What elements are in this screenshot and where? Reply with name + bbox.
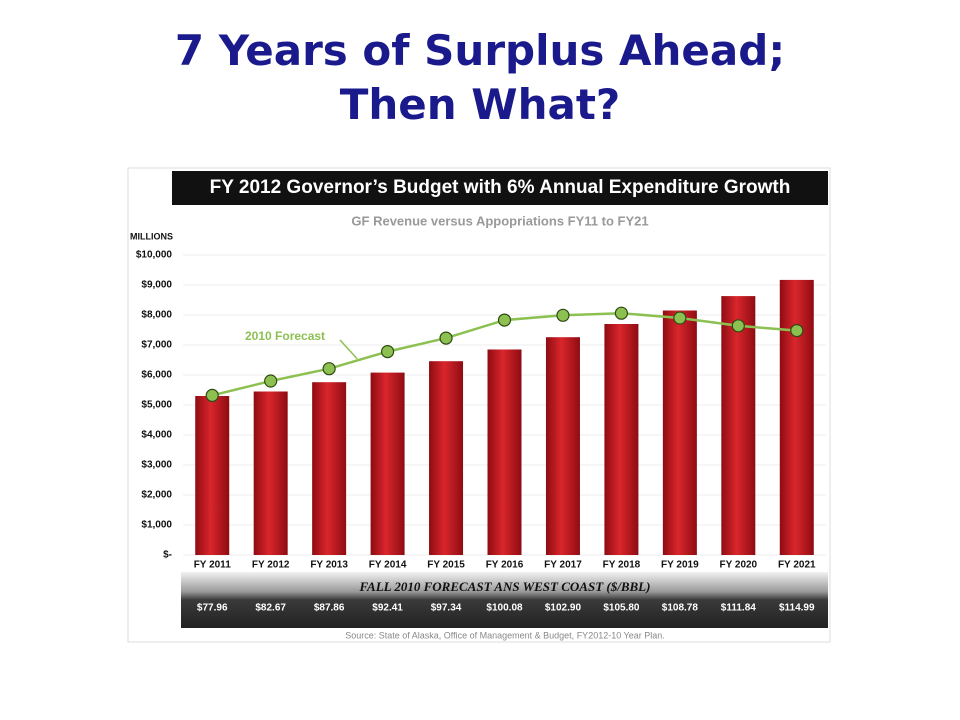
forecast-price: $82.67 [255,603,286,614]
x-tick-label: FY 2014 [369,560,407,571]
y-tick-label: $- [163,550,172,561]
forecast-price: $92.41 [372,603,403,614]
y-tick-label: $8,000 [141,310,172,321]
y-tick-label: $7,000 [141,340,172,351]
bar [312,382,347,555]
bar [429,361,464,555]
y-tick-label: $6,000 [141,370,172,381]
forecast-price: $102.90 [545,603,582,614]
y-tick-label: $2,000 [141,490,172,501]
bar [604,324,639,555]
y-tick-label: $5,000 [141,400,172,411]
annotation-leader [339,339,358,360]
y-tick-label: $3,000 [141,460,172,471]
line-marker [322,362,336,376]
x-tick-label: FY 2013 [310,560,348,571]
bar [545,337,580,555]
source: Source: State of Alaska, Office of Manag… [345,630,665,640]
forecast-title: FALL 2010 FORECAST ANS WEST COAST ($/BBL… [359,579,651,594]
forecast-price: $87.86 [314,603,345,614]
line-marker [380,345,395,359]
forecast-price: $114.99 [779,603,815,614]
bar [195,396,230,555]
forecast-price: $97.34 [431,603,462,614]
bar [721,296,756,555]
chart-title: FY 2012 Governor’s Budget with 6% Annual… [210,177,791,198]
line-marker [614,306,629,320]
y-tick-label: $10,000 [136,250,173,261]
forecast-price: $111.84 [721,603,756,614]
forecast-price: $108.78 [662,603,699,614]
y-tick-label: $9,000 [141,280,172,291]
x-tick-label: FY 2018 [603,560,641,571]
slide-title: Then What? [339,80,621,129]
line-marker [439,331,453,345]
line-marker [673,311,687,325]
bar [779,279,814,555]
slide-title: 7 Years of Surplus Ahead; [174,26,786,75]
title-band [172,171,828,205]
line-marker [497,313,512,327]
x-tick-label: FY 2020 [720,560,758,571]
x-tick-label: FY 2017 [544,560,582,571]
forecast-price: $77.96 [197,603,228,614]
line-marker [205,388,219,402]
bar [487,349,522,555]
x-tick-label: FY 2012 [252,560,290,571]
x-tick-label: FY 2021 [778,560,816,571]
bar [370,372,405,555]
x-tick-label: FY 2016 [486,560,524,571]
line-marker [790,324,804,338]
y-tick-label: $1,000 [141,520,172,531]
y-tick-label: $4,000 [141,430,172,441]
forecast-price: $100.08 [486,603,523,614]
line-marker [556,308,570,322]
line-marker [731,319,745,333]
forecast-price: $105.80 [603,603,640,614]
legend-label: 2010 Forecast [245,329,325,343]
bar [662,310,697,555]
bar [253,391,288,555]
y-axis-label: MILLIONS [130,231,173,241]
chart-subtitle: GF Revenue versus Appopriations FY11 to … [351,213,648,228]
forecast-band [181,572,828,628]
x-tick-label: FY 2015 [427,560,465,571]
x-tick-label: FY 2019 [661,560,699,571]
line-marker [264,374,278,388]
x-tick-label: FY 2011 [194,560,232,571]
